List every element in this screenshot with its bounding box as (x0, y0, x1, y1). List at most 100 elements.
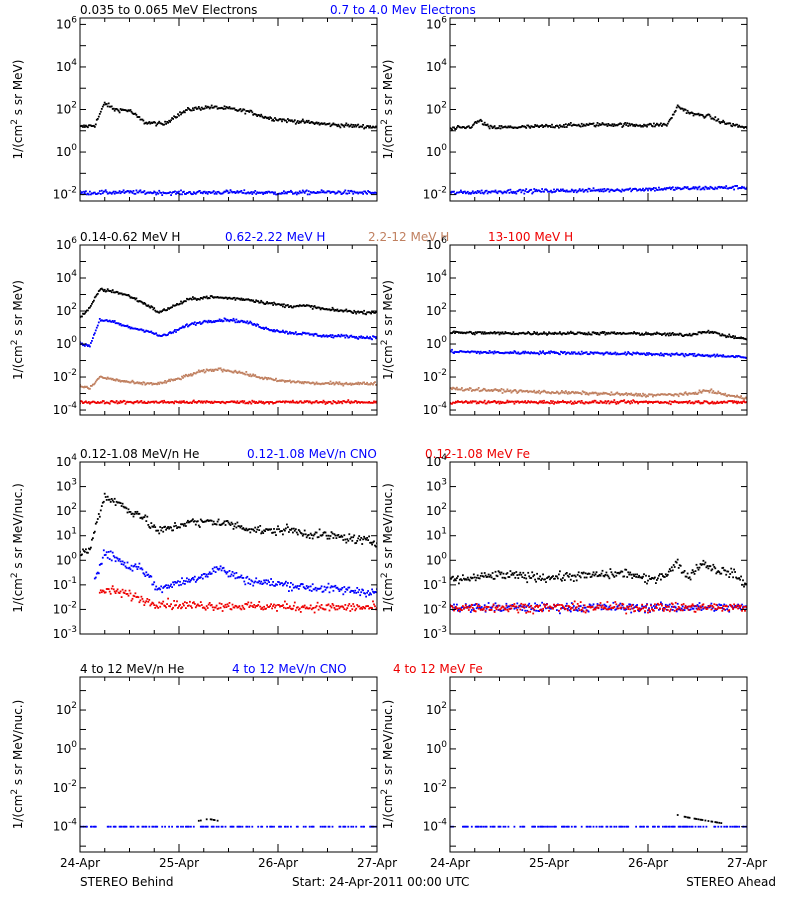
data-point (295, 531, 298, 534)
data-point (707, 187, 710, 189)
data-point (271, 401, 273, 403)
data-point (213, 566, 216, 569)
data-point (243, 608, 246, 610)
data-point (523, 401, 526, 404)
data-point (371, 588, 373, 591)
data-point (355, 592, 358, 594)
data-point (643, 400, 645, 403)
data-point (460, 388, 462, 391)
data-point (665, 394, 668, 396)
data-point (687, 111, 690, 114)
data-point (286, 400, 288, 403)
data-point (586, 333, 589, 336)
data-point (624, 568, 627, 571)
data-point (102, 290, 105, 292)
data-point (188, 402, 190, 404)
data-point (472, 192, 475, 195)
data-point (82, 344, 84, 347)
data-point (145, 329, 148, 332)
data-point (309, 585, 312, 588)
data-point (130, 326, 133, 329)
data-point (92, 301, 94, 303)
data-point (233, 572, 236, 575)
data-point (137, 328, 140, 331)
data-point (229, 524, 232, 526)
data-point (242, 577, 245, 579)
data-point (100, 401, 103, 404)
data-point (576, 573, 579, 576)
data-point (225, 296, 228, 299)
data-point (703, 116, 706, 119)
data-point (719, 401, 722, 404)
data-point (519, 352, 522, 355)
data-point (489, 401, 492, 404)
data-point (469, 192, 472, 195)
data-point (739, 125, 741, 128)
data-point (646, 401, 648, 403)
data-point (371, 543, 373, 546)
data-point (546, 124, 548, 127)
data-point (135, 381, 138, 384)
data-point (130, 401, 133, 404)
data-point (362, 124, 364, 126)
data-point (500, 388, 503, 390)
data-point (282, 379, 284, 382)
data-point (536, 572, 538, 575)
data-point (570, 391, 573, 393)
data-point (328, 401, 331, 403)
data-point (586, 123, 589, 126)
data-point (310, 608, 313, 611)
data-point (668, 332, 671, 335)
data-point (304, 533, 307, 536)
data-point (484, 389, 487, 392)
data-point (619, 332, 622, 334)
data-point (600, 352, 603, 355)
data-point (517, 190, 520, 192)
data-point (477, 331, 480, 334)
data-point (359, 191, 362, 194)
data-point (202, 606, 205, 609)
data-point (555, 190, 557, 192)
data-point (659, 354, 661, 357)
data-point (569, 578, 572, 581)
data-point (607, 393, 610, 395)
data-point (488, 191, 491, 193)
data-point (326, 537, 329, 540)
data-point (501, 392, 504, 394)
data-point (635, 123, 637, 126)
data-point (509, 332, 512, 335)
data-point (111, 108, 114, 110)
data-point (536, 331, 538, 334)
data-point (274, 402, 276, 404)
data-point (657, 189, 659, 191)
data-point (87, 192, 89, 195)
data-point (283, 118, 285, 121)
data-point (168, 119, 170, 122)
data-point (158, 587, 161, 590)
data-point (472, 123, 475, 126)
data-point (374, 591, 376, 593)
data-point (374, 605, 376, 608)
data-point (361, 608, 364, 610)
data-point (687, 401, 690, 403)
data-point (360, 191, 363, 194)
data-point (179, 193, 181, 196)
data-point (137, 401, 140, 404)
data-point (238, 370, 241, 373)
data-point (169, 605, 171, 608)
data-point (636, 189, 638, 192)
data-point (486, 401, 489, 404)
data-point (251, 374, 254, 377)
data-point (323, 335, 326, 338)
data-point (528, 390, 531, 393)
data-point (263, 302, 265, 305)
data-point (263, 191, 265, 194)
data-point (147, 330, 150, 333)
data-point (99, 110, 102, 113)
data-point (365, 126, 367, 129)
data-point (546, 351, 548, 354)
data-point (337, 534, 340, 536)
data-point (716, 332, 719, 335)
data-point (232, 371, 235, 374)
data-point (174, 304, 176, 307)
